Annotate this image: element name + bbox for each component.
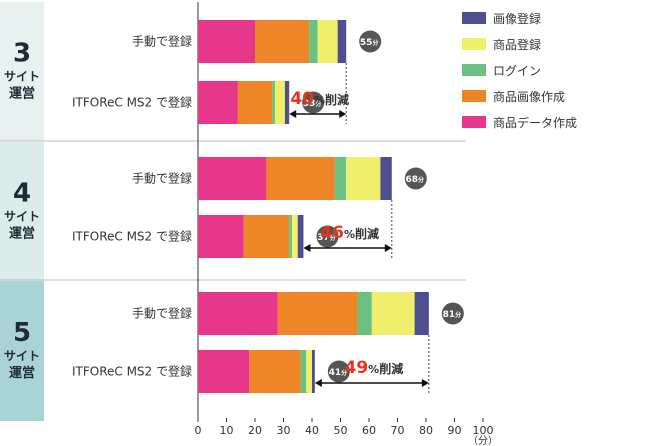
legend-label: 商品データ作成 [493, 115, 577, 130]
group-label-line1: サイト [4, 210, 40, 224]
x-tick-label: 70 [391, 424, 405, 437]
row-label: ITFOReC MS2 で登録 [72, 95, 192, 110]
group-label-line1: サイト [4, 349, 40, 363]
row-label: 手動で登録 [132, 306, 192, 321]
x-tick-label: 0 [195, 424, 202, 437]
x-tick-label: 40 [305, 424, 319, 437]
group-count: 4 [13, 179, 31, 209]
legend-swatch [462, 12, 486, 24]
x-tick-label: 20 [248, 424, 262, 437]
total-label: 55分 [360, 38, 379, 48]
bar-segment-3 [309, 20, 318, 63]
arrow-head-left [314, 379, 322, 387]
bar-segment-2 [266, 157, 335, 200]
x-tick-label: 30 [277, 424, 291, 437]
bar-segment-5 [297, 215, 304, 258]
x-tick-label: 60 [362, 424, 376, 437]
total-label: 41分 [329, 368, 348, 378]
x-axis-unit: （分） [468, 435, 498, 446]
bar-segment-3 [334, 157, 347, 200]
legend-swatch [462, 64, 486, 76]
total-badge [316, 225, 339, 248]
legend-swatch [462, 38, 486, 50]
group-label-line2: 運営 [9, 365, 35, 381]
bar-segment-1 [198, 350, 250, 393]
total-label: 68分 [406, 175, 425, 185]
group-label-line2: 運営 [9, 226, 35, 242]
reduction-label: 49%削減 [344, 358, 403, 378]
bar-segment-3 [289, 215, 293, 258]
total-badge [441, 302, 464, 325]
legend-label: 画像登録 [493, 11, 541, 26]
bar-segment-1 [198, 81, 238, 124]
bar-segment-3 [357, 292, 372, 335]
total-label: 81分 [443, 310, 462, 320]
bar-segment-1 [198, 20, 255, 63]
bar-segment-4 [371, 292, 415, 335]
bar-segment-4 [346, 157, 381, 200]
bar-segment-5 [414, 292, 429, 335]
x-tick-label: 100 [473, 424, 494, 437]
row-label: 手動で登録 [132, 34, 192, 49]
bar-segment-4 [292, 215, 298, 258]
group-label-line2: 運営 [9, 86, 35, 102]
legend-swatch [462, 90, 486, 102]
bar-segment-4 [274, 81, 285, 124]
bar-segment-5 [284, 81, 290, 124]
bar-segment-5 [337, 20, 347, 63]
bar-segment-4 [306, 350, 312, 393]
bar-segment-2 [277, 292, 358, 335]
x-tick-label: 10 [220, 424, 234, 437]
bar-segment-3 [272, 81, 275, 124]
group-label-line1: サイト [4, 70, 40, 84]
bar-segment-2 [237, 81, 273, 124]
row-label: 手動で登録 [132, 171, 192, 186]
reduction-label: 46%削減 [320, 223, 379, 243]
row-label: ITFOReC MS2 で登録 [72, 364, 192, 379]
legend-label: 商品画像作成 [493, 89, 565, 104]
bar-segment-1 [198, 157, 267, 200]
group-count: 3 [13, 39, 31, 69]
bar-segment-2 [255, 20, 310, 63]
group-label-box [0, 281, 44, 421]
bar-segment-2 [249, 350, 301, 393]
legend-swatch [462, 116, 486, 128]
x-tick-label: 80 [419, 424, 433, 437]
x-tick-label: 90 [448, 424, 462, 437]
bar-segment-2 [243, 215, 290, 258]
arrow-head-right [339, 110, 347, 118]
total-label: 33分 [303, 99, 322, 109]
total-badge [404, 167, 427, 190]
bar-segment-1 [198, 215, 244, 258]
total-label: 37分 [317, 233, 336, 243]
legend-label: 商品登録 [493, 37, 541, 52]
group-label-box [0, 2, 44, 141]
reduction-label: 40%削減 [290, 89, 349, 109]
row-label: ITFOReC MS2 で登録 [72, 229, 192, 244]
arrow-head-right [384, 244, 392, 252]
total-badge [302, 91, 325, 114]
arrow-head-left [289, 110, 297, 118]
arrow-head-left [303, 244, 311, 252]
legend-label: ログイン [493, 64, 541, 78]
x-tick-label: 50 [334, 424, 348, 437]
bar-segment-5 [380, 157, 392, 200]
bar-segment-5 [312, 350, 315, 393]
group-label-box [0, 142, 44, 281]
total-badge [359, 30, 382, 53]
group-count: 5 [13, 318, 31, 348]
bar-segment-1 [198, 292, 278, 335]
total-badge [327, 360, 350, 383]
bar-segment-3 [300, 350, 307, 393]
arrow-head-right [421, 379, 429, 387]
bar-segment-4 [317, 20, 338, 63]
